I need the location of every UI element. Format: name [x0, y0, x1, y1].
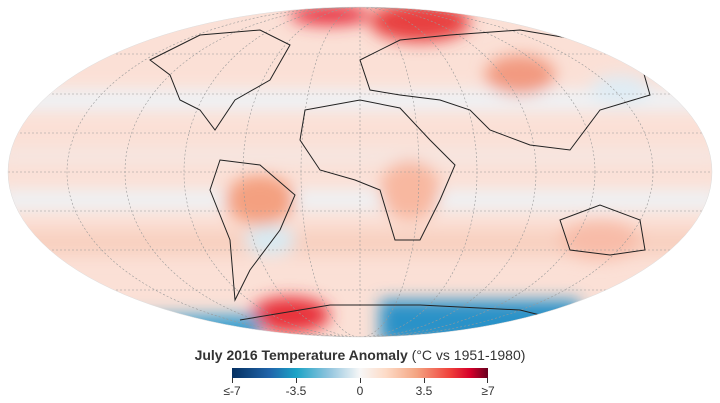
legend-tick-label: 3.5 — [415, 384, 433, 398]
legend-tick — [487, 378, 488, 383]
temperature-anomaly-map — [7, 6, 713, 338]
coastlines — [149, 29, 651, 321]
graticule — [8, 7, 712, 337]
color-scale-bar — [232, 368, 488, 378]
anomaly-field — [8, 7, 712, 337]
map-title: July 2016 Temperature Anomaly (°C vs 195… — [0, 347, 720, 363]
legend-tick-label: ≤-7 — [223, 384, 241, 398]
map-title-main: July 2016 Temperature Anomaly — [194, 347, 408, 363]
legend-tick-label: 0 — [356, 384, 364, 398]
legend-tick — [296, 378, 297, 383]
legend-tick-label: ≥7 — [481, 384, 495, 398]
legend-tick-label: -3.5 — [285, 384, 307, 398]
map-title-units: (°C vs 1951-1980) — [411, 347, 526, 363]
legend-tick — [360, 378, 361, 383]
legend-tick — [232, 378, 233, 383]
legend-tick — [424, 378, 425, 383]
